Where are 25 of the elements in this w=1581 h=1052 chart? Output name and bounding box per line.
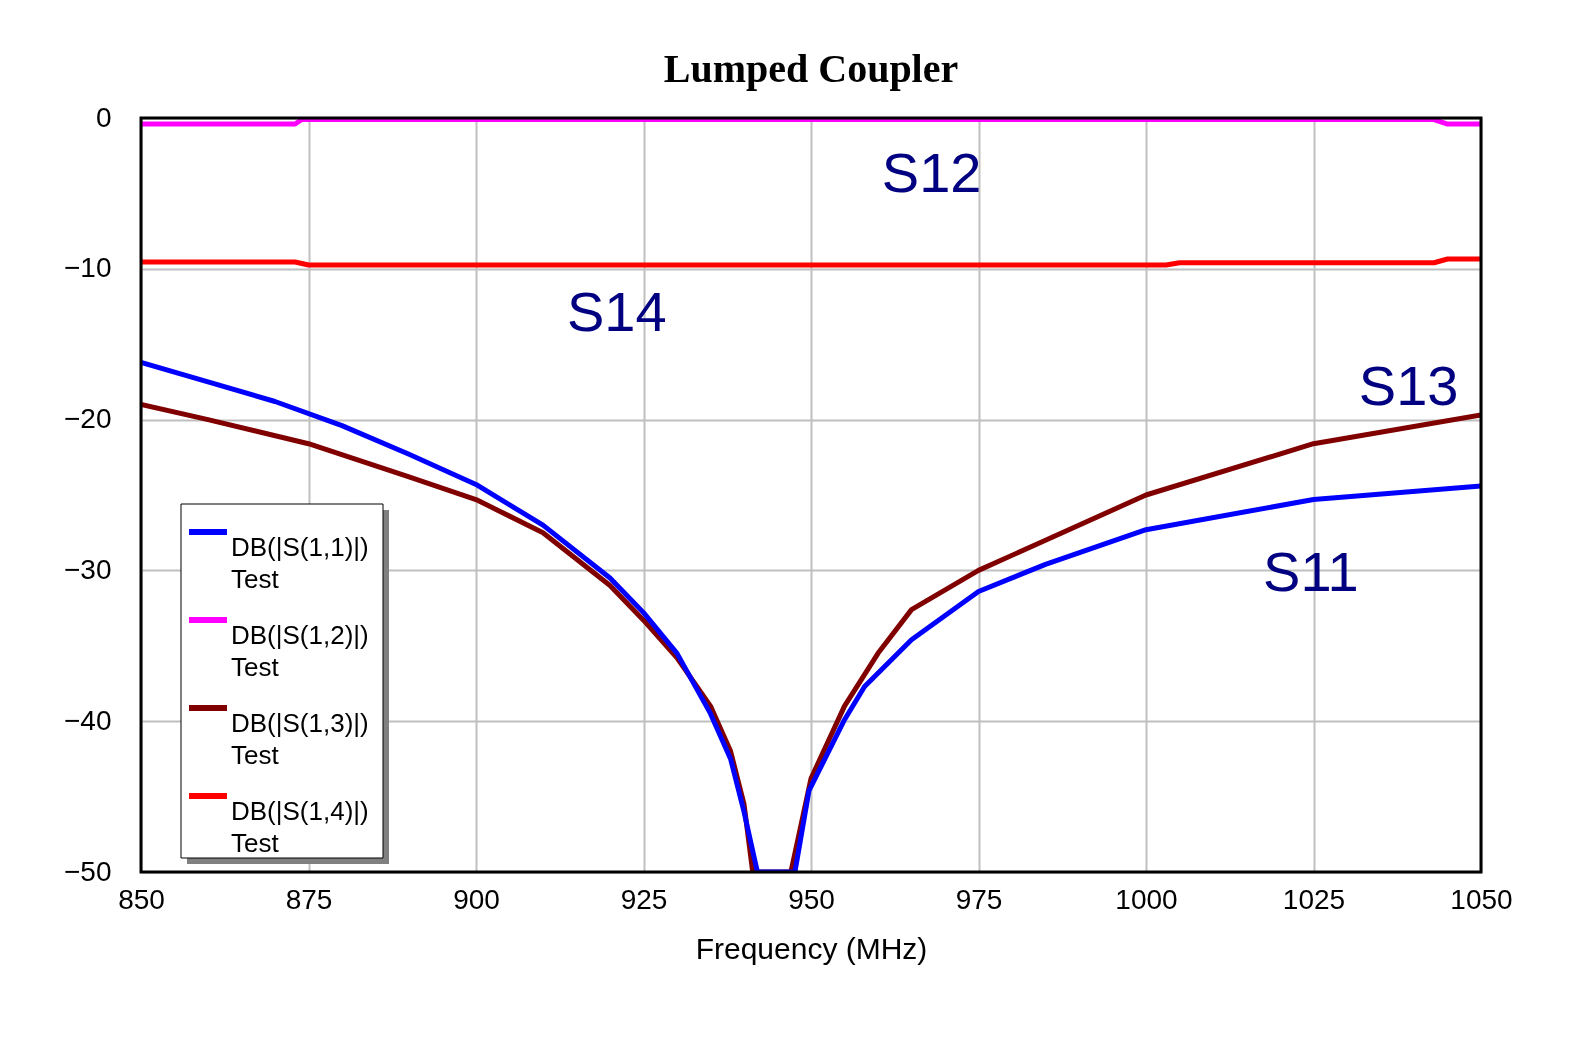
annotation: S13	[1358, 353, 1459, 417]
annotation: S11	[1263, 540, 1359, 604]
x-tick-label: 1025	[1282, 883, 1346, 915]
y-tick-label: −20	[64, 403, 112, 435]
y-tick-label: −30	[64, 553, 112, 585]
x-tick-label: 925	[620, 883, 668, 915]
legend-label: DB(|S(1,4)|) Test	[231, 796, 369, 858]
x-tick-label: 1050	[1450, 883, 1513, 915]
y-tick-label: −50	[64, 855, 112, 887]
x-tick-label: 850	[118, 883, 165, 915]
y-tick-label: −40	[64, 704, 112, 736]
x-axis-title: Frequency (MHz)	[695, 931, 928, 965]
y-tick-label: 0	[95, 101, 112, 133]
legend-label: DB(|S(1,2)|) Test	[231, 620, 369, 682]
x-tick-label: 875	[285, 883, 333, 915]
legend-label: DB(|S(1,1)|) Test	[231, 532, 369, 594]
annotation: S14	[566, 280, 667, 344]
y-tick-label: −10	[64, 252, 112, 284]
x-tick-label: 1000	[1115, 883, 1178, 915]
x-tick-label: 975	[955, 883, 1003, 915]
x-tick-label: 950	[788, 883, 835, 915]
chart-title: Lumped Coupler	[663, 46, 959, 91]
annotation: S12	[881, 140, 982, 204]
x-tick-label: 900	[453, 883, 500, 915]
legend-label: DB(|S(1,3)|) Test	[231, 708, 369, 770]
